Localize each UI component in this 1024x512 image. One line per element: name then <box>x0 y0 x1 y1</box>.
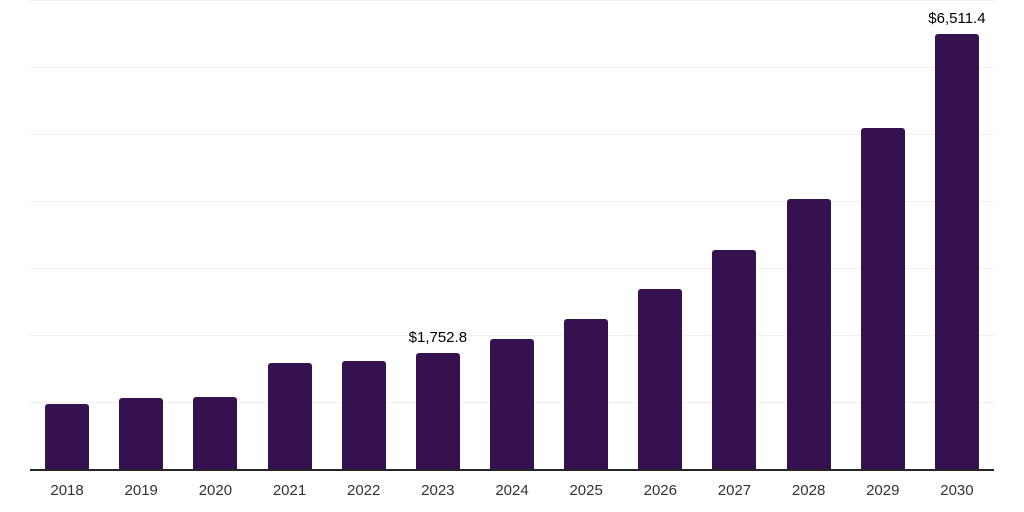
bar-2027 <box>712 250 757 470</box>
x-tick-2023: 2023 <box>421 482 455 499</box>
x-tick-2029: 2029 <box>866 482 900 499</box>
gridline-3000 <box>30 268 994 269</box>
x-tick-2018: 2018 <box>50 482 84 499</box>
x-tick-2019: 2019 <box>124 482 158 499</box>
x-tick-2021: 2021 <box>272 482 307 499</box>
x-tick-2026: 2026 <box>643 482 677 499</box>
bar-2021 <box>267 363 312 470</box>
bar-2019 <box>119 397 164 470</box>
x-tick-2028: 2028 <box>791 482 826 499</box>
bar-2025 <box>564 318 609 470</box>
x-tick-2024: 2024 <box>495 482 529 499</box>
gridline-7000 <box>30 0 994 1</box>
gridline-2000 <box>30 335 994 336</box>
gridline-6000 <box>30 67 994 68</box>
x-axis-labels: 2018 2019 2020 2021 2022 2023 2024 2025 2026 2027… <box>30 483 994 505</box>
bar-2028 <box>786 198 831 470</box>
x-tick-2022: 2022 <box>347 482 381 499</box>
bar-2030 <box>934 33 979 470</box>
bar-2026 <box>638 289 683 470</box>
bar-2024 <box>490 339 534 470</box>
x-axis-line <box>30 469 994 471</box>
x-tick-2020: 2020 <box>198 482 233 499</box>
x-tick-2030: 2030 <box>940 482 974 499</box>
bar-2022 <box>341 361 386 470</box>
gridline-5000 <box>30 134 994 135</box>
gridline-4000 <box>30 201 994 202</box>
x-tick-2025: 2025 <box>569 482 603 499</box>
x-tick-2027: 2027 <box>717 482 752 499</box>
bar-2018 <box>45 404 90 470</box>
bar-2029 <box>860 128 905 470</box>
data-label-2023: $1,752.8 <box>408 328 468 346</box>
plot-area: $1,752.8 $6,511.4 <box>30 0 994 471</box>
data-label-2030: $6,511.4 <box>928 9 986 27</box>
bar-2023 <box>415 352 460 470</box>
bar-2020 <box>193 396 238 470</box>
